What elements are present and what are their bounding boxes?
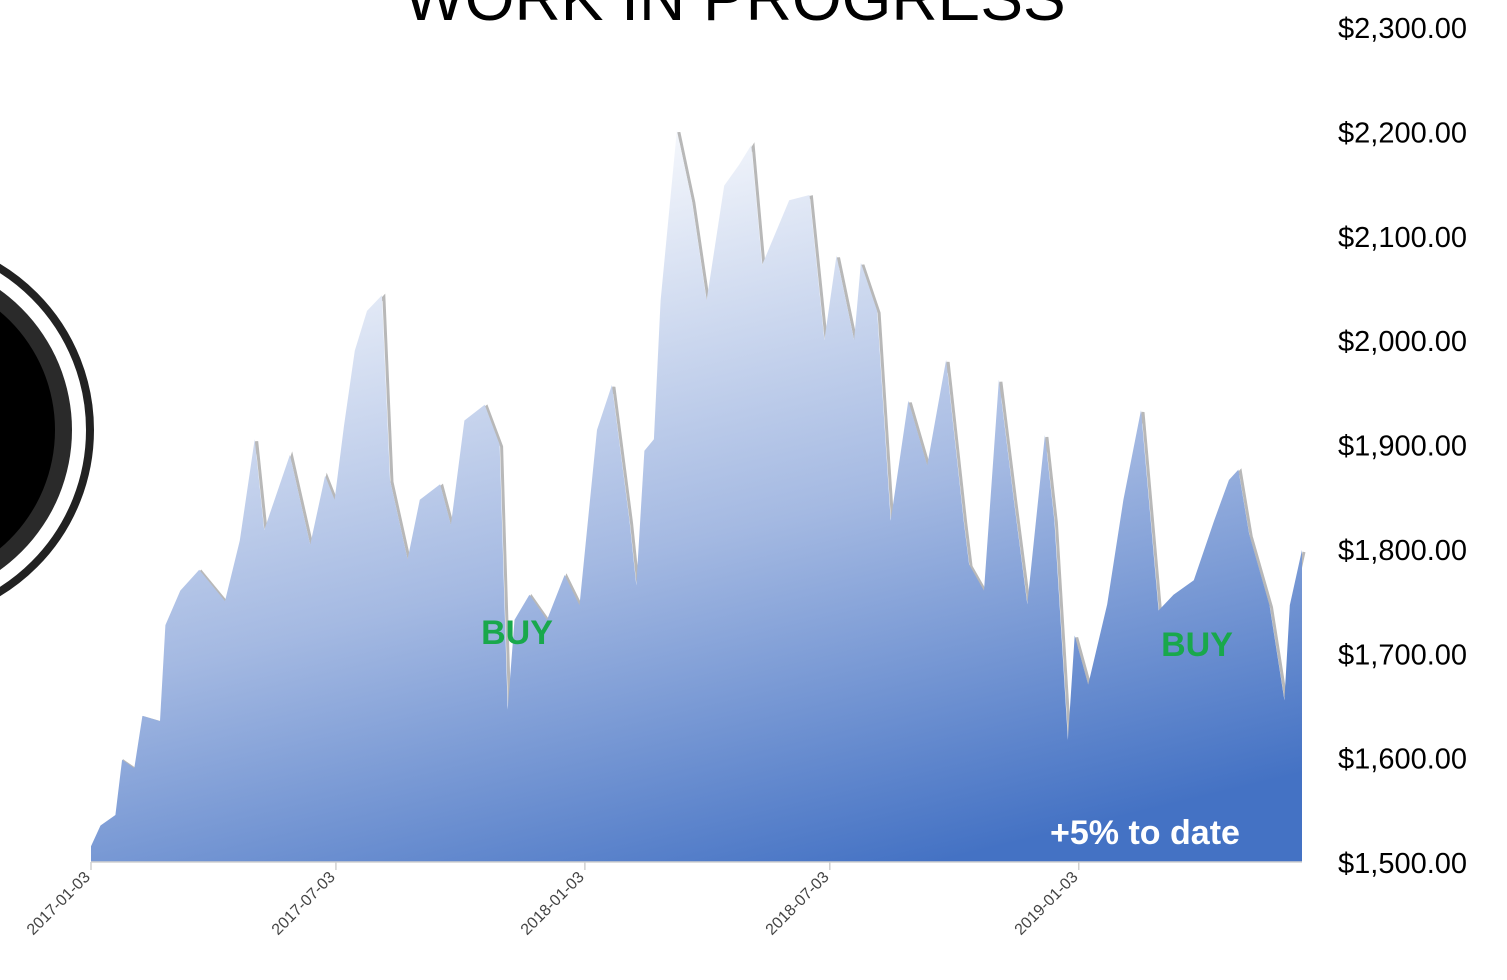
x-tick-label: 2017-07-03 xyxy=(269,869,339,939)
y-tick-label: $2,300.00 xyxy=(1338,13,1467,45)
annotation: +5% to date xyxy=(1050,814,1240,852)
y-tick-label: $2,200.00 xyxy=(1338,117,1467,149)
y-tick-label: $1,800.00 xyxy=(1338,535,1467,567)
x-tick-label: 2018-07-03 xyxy=(763,869,833,939)
y-tick-label: $2,100.00 xyxy=(1338,222,1467,254)
y-tick-label: $1,900.00 xyxy=(1338,431,1467,463)
x-tick-label: 2019-01-03 xyxy=(1012,869,1082,939)
annotation: BUY xyxy=(1161,626,1233,664)
annotation: BUY xyxy=(481,614,553,652)
chart-title: WORK IN PROGRESS xyxy=(404,0,1065,34)
y-tick-label: $1,700.00 xyxy=(1338,639,1467,671)
x-tick-label: 2018-01-03 xyxy=(518,869,588,939)
y-tick-label: $1,600.00 xyxy=(1338,744,1467,776)
x-tick-label: 2017-01-03 xyxy=(24,869,94,939)
y-tick-label: $2,000.00 xyxy=(1338,326,1467,358)
area xyxy=(91,130,1302,863)
decor-circle xyxy=(0,263,94,597)
y-tick-label: $1,500.00 xyxy=(1338,848,1467,880)
